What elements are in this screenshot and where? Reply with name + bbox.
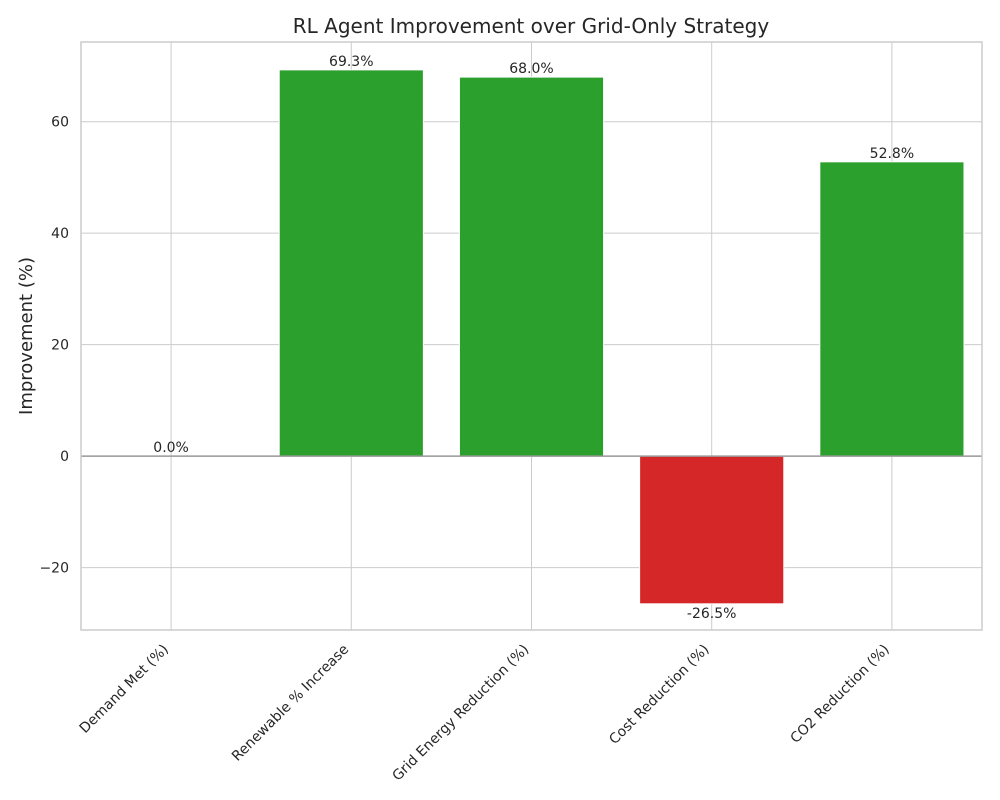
x-tick-label: Grid Energy Reduction (%) [390,642,533,785]
x-tick-label: Cost Reduction (%) [606,642,712,748]
x-tick-label: Renewable % Increase [229,642,352,765]
bar-value-labels: 0.0% 69.3% 68.0% -26.5% 52.8% [153,54,914,622]
x-tick-label: Demand Met (%) [77,642,172,737]
bars [98,69,965,605]
y-tick-label: −20 [39,561,69,577]
bar-value-label: 69.3% [329,54,373,70]
bar-value-label: 68.0% [509,61,553,77]
bar [278,69,424,457]
y-tick-label: 60 [51,115,69,131]
plot-frame [80,41,983,631]
bar-value-label: 0.0% [153,440,189,456]
y-tick-label: 20 [51,338,69,354]
bar [458,76,605,457]
y-axis-label: Improvement (%) [16,257,37,415]
y-tick-label: 40 [51,226,69,242]
bar [819,161,965,457]
bar-value-label: -26.5% [687,606,737,622]
bar [639,455,785,605]
x-tick-label: CO2 Reduction (%) [787,642,892,747]
chart-title: RL Agent Improvement over Grid-Only Stra… [293,14,770,38]
bar-value-label: 52.8% [870,146,914,162]
y-tick-label: 0 [60,449,69,465]
